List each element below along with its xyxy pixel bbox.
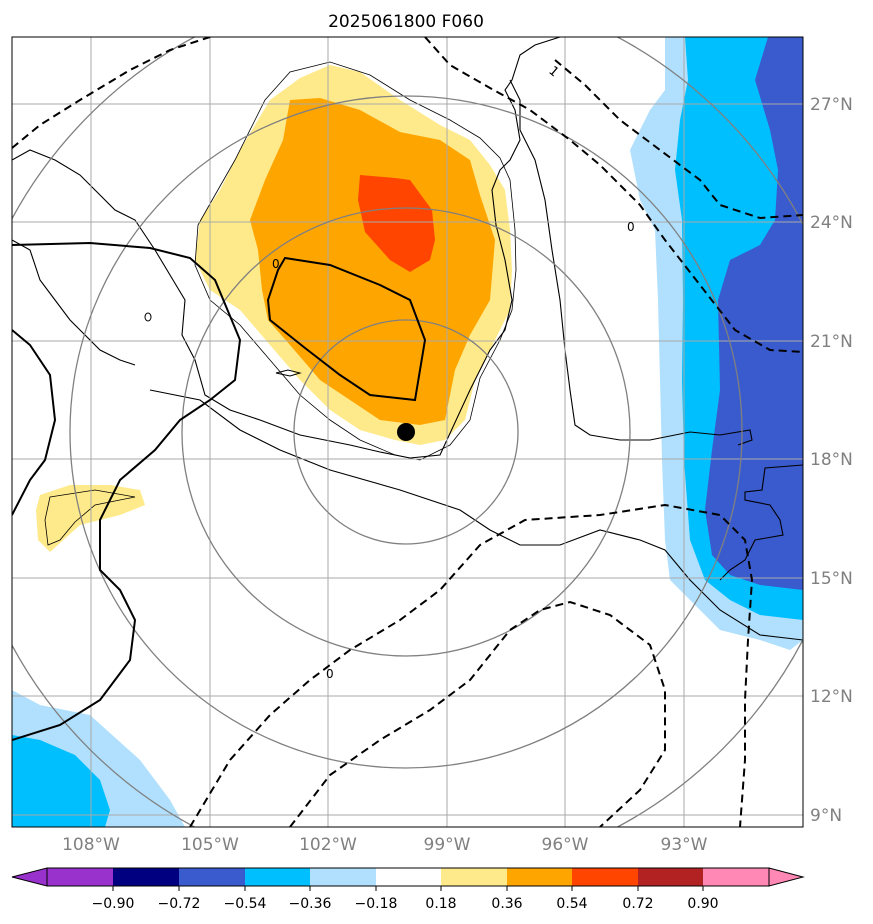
colorbar-ticks	[112, 886, 704, 891]
lat-label-12n: 12°N	[810, 687, 853, 707]
dashed-contour-south-1	[189, 503, 754, 827]
lon-label-99w: 99°W	[424, 835, 471, 855]
dashed-contours	[12, 37, 803, 827]
colorbar-segment-3	[179, 868, 245, 886]
colorbar-segment-5	[310, 868, 376, 886]
colorbar-segment-6	[376, 868, 441, 886]
colorbar-frame	[46, 867, 770, 887]
longitude-labels: 108°W 105°W 102°W 99°W 96°W 93°W	[62, 835, 708, 855]
lon-label-96w: 96°W	[542, 835, 589, 855]
lon-label-105w: 105°W	[181, 835, 239, 855]
colorbar-label-10: 0.90	[687, 896, 718, 912]
range-rings	[12, 37, 803, 827]
colorbar-label-5: −0.18	[355, 896, 398, 912]
colorbar-segment-11	[703, 868, 769, 886]
lon-label-102w: 102°W	[299, 835, 357, 855]
map-title: 2025061800 F060	[328, 12, 484, 32]
coastline-baja-inner	[12, 239, 136, 366]
island-small-2	[275, 369, 302, 377]
range-ring-3	[69, 95, 743, 769]
contour-label-0b: 0	[272, 257, 280, 271]
colorbar-segment-1	[47, 868, 113, 886]
colorbar-under-triangle	[11, 867, 48, 887]
lon-label-108w: 108°W	[62, 835, 120, 855]
lat-label-24n: 24°N	[810, 213, 853, 233]
colorbar-over-triangle	[768, 867, 805, 887]
range-ring-1	[293, 319, 519, 545]
lat-label-15n: 15°N	[810, 569, 853, 589]
thin-contour-small	[44, 489, 136, 546]
lat-label-9n: 9°N	[810, 806, 842, 826]
shade-east-royal-blue	[705, 37, 803, 590]
shade-sw-deep-sky	[12, 735, 110, 827]
dashed-contour-nw	[12, 37, 211, 149]
border-guatemala	[719, 464, 803, 581]
colorbar-label-9: 0.72	[622, 896, 653, 912]
solid-contours	[12, 241, 427, 741]
shade-orange-red	[358, 175, 435, 272]
lat-label-18n: 18°N	[810, 450, 853, 470]
dashed-contour-ne-2	[554, 59, 803, 220]
map-area: 1 0 0 0	[12, 37, 803, 827]
colorbar-label-2: −0.72	[158, 896, 201, 912]
colorbar-segment-2	[113, 868, 179, 886]
colorbar-label-4: −0.36	[289, 896, 332, 912]
coastline-pacific	[149, 389, 803, 641]
latitude-labels: 27°N 24°N 21°N 18°N 15°N 12°N 9°N	[810, 95, 853, 826]
colorbar-segment-4	[245, 868, 310, 886]
range-ring-2	[181, 207, 631, 657]
center-marker	[397, 423, 415, 441]
thin-contour-outline	[194, 61, 517, 461]
lon-label-93w: 93°W	[661, 835, 708, 855]
colorbar-label-8: 0.54	[556, 896, 587, 912]
lat-label-21n: 21°N	[810, 332, 853, 352]
colorbar-segment-8	[507, 868, 572, 886]
map-frame	[11, 36, 804, 828]
colorbar-segment-10	[638, 868, 703, 886]
island-small-1	[144, 312, 152, 322]
colorbar-segment-7	[441, 868, 507, 886]
dashed-contour-south-2	[289, 600, 666, 827]
solid-contour-west	[12, 241, 242, 741]
solid-contour-west-inner	[12, 329, 57, 516]
colorbar-segment-9	[572, 868, 638, 886]
shade-orange	[250, 98, 495, 425]
contour-label-0c: 0	[326, 667, 334, 681]
contour-label-0a: 0	[627, 220, 635, 234]
coastline-gulf-east	[509, 79, 753, 446]
colorbar-label-1: −0.90	[92, 896, 135, 912]
colorbar-label-3: −0.54	[224, 896, 267, 912]
colorbar: −0.90 −0.72 −0.54 −0.36 −0.18 0.18 0.36 …	[11, 867, 805, 912]
solid-contour-positive	[266, 256, 427, 402]
colorbar-label-7: 0.36	[491, 896, 522, 912]
lat-label-27n: 27°N	[810, 95, 853, 115]
colorbar-label-6: 0.18	[425, 896, 456, 912]
